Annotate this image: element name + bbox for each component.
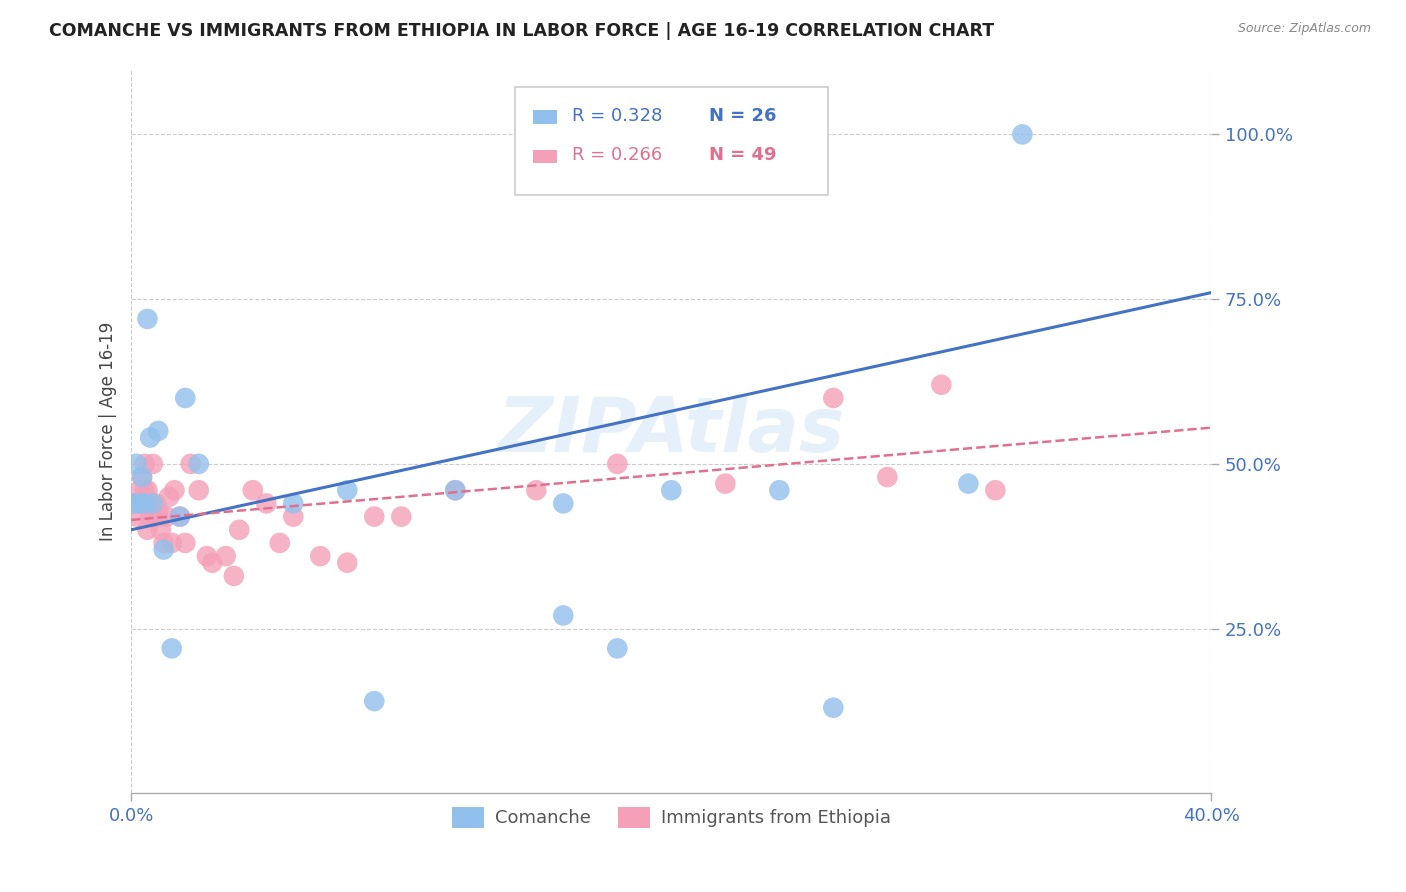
Point <box>553 496 575 510</box>
Point <box>269 536 291 550</box>
Text: R = 0.266: R = 0.266 <box>572 146 662 164</box>
Point <box>524 483 547 498</box>
Point <box>128 496 150 510</box>
FancyBboxPatch shape <box>515 87 828 195</box>
Point <box>1011 128 1033 142</box>
Text: N = 49: N = 49 <box>709 146 776 164</box>
Point <box>142 457 165 471</box>
Point <box>283 496 305 510</box>
Point <box>336 556 359 570</box>
Point <box>957 476 980 491</box>
Point <box>160 641 183 656</box>
Point <box>606 641 628 656</box>
Point <box>389 509 412 524</box>
Point <box>606 457 628 471</box>
Point <box>163 483 186 498</box>
Point <box>228 523 250 537</box>
Point <box>128 483 150 498</box>
Point <box>160 536 183 550</box>
Point <box>131 496 153 510</box>
Point <box>931 377 953 392</box>
Point <box>444 483 467 498</box>
Point <box>139 430 162 444</box>
FancyBboxPatch shape <box>533 150 557 163</box>
Point <box>142 496 165 510</box>
Text: ZIPAtlas: ZIPAtlas <box>498 394 845 468</box>
Point <box>215 549 238 563</box>
Point <box>157 490 180 504</box>
Point <box>174 391 197 405</box>
Point <box>131 470 153 484</box>
Point <box>134 496 156 510</box>
Point <box>125 496 148 510</box>
Point <box>152 542 174 557</box>
Point <box>148 424 170 438</box>
Point <box>180 457 202 471</box>
Point <box>363 694 385 708</box>
Point <box>309 549 332 563</box>
Point <box>152 536 174 550</box>
Text: Source: ZipAtlas.com: Source: ZipAtlas.com <box>1237 22 1371 36</box>
Text: COMANCHE VS IMMIGRANTS FROM ETHIOPIA IN LABOR FORCE | AGE 16-19 CORRELATION CHAR: COMANCHE VS IMMIGRANTS FROM ETHIOPIA IN … <box>49 22 994 40</box>
Point <box>155 509 177 524</box>
Point <box>128 496 150 510</box>
Point <box>254 496 277 510</box>
Point <box>148 503 170 517</box>
Point <box>139 496 162 510</box>
Point <box>984 483 1007 498</box>
Point <box>553 608 575 623</box>
Point <box>659 483 682 498</box>
Point <box>242 483 264 498</box>
Point <box>136 312 159 326</box>
Point <box>134 483 156 498</box>
Point <box>444 483 467 498</box>
Point <box>122 496 145 510</box>
Legend: Comanche, Immigrants from Ethiopia: Comanche, Immigrants from Ethiopia <box>444 800 898 835</box>
Point <box>201 556 224 570</box>
Point <box>169 509 191 524</box>
Point <box>174 536 197 550</box>
Point <box>149 523 172 537</box>
Point <box>125 509 148 524</box>
Point <box>134 457 156 471</box>
Point <box>823 391 845 405</box>
Point <box>195 549 218 563</box>
Point <box>714 476 737 491</box>
Point <box>136 483 159 498</box>
Point <box>169 509 191 524</box>
Point <box>363 509 385 524</box>
Point <box>125 457 148 471</box>
Point <box>823 700 845 714</box>
Point <box>187 457 209 471</box>
Point <box>122 496 145 510</box>
Point <box>876 470 898 484</box>
Point <box>336 483 359 498</box>
Point <box>768 483 790 498</box>
Point <box>283 509 305 524</box>
Y-axis label: In Labor Force | Age 16-19: In Labor Force | Age 16-19 <box>100 321 117 541</box>
Point <box>187 483 209 498</box>
Point <box>145 496 167 510</box>
Point <box>222 569 245 583</box>
Point <box>148 509 170 524</box>
Point <box>142 509 165 524</box>
Point <box>131 470 153 484</box>
Text: N = 26: N = 26 <box>709 107 776 125</box>
FancyBboxPatch shape <box>533 110 557 124</box>
Point <box>139 509 162 524</box>
Text: R = 0.328: R = 0.328 <box>572 107 662 125</box>
Point <box>136 523 159 537</box>
